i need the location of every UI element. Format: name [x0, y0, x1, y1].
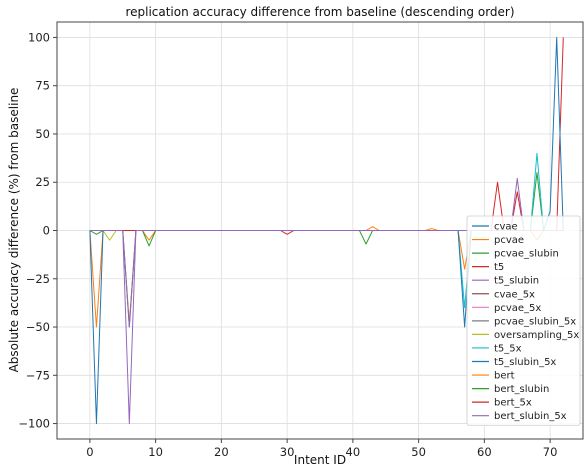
legend-entry-label: t5_slubin [494, 276, 539, 287]
legend-entry-label: t5_slubin_5x [494, 357, 556, 368]
y-tick-label: 100 [28, 30, 50, 44]
y-tick-label: 50 [35, 127, 50, 141]
legend-entry-label: t5 [494, 262, 504, 273]
legend-entry-label: pcvae [494, 235, 524, 246]
y-tick-label: −100 [18, 417, 50, 431]
x-tick-label: 60 [477, 445, 492, 459]
x-tick-label: 70 [543, 445, 558, 459]
y-tick-label: −25 [26, 272, 50, 286]
legend-entry-label: bert [494, 371, 515, 382]
y-tick-label: 0 [43, 224, 50, 238]
y-tick-label: −75 [26, 368, 50, 382]
legend-entry-label: t5_5x [494, 343, 522, 354]
y-tick-label: 25 [35, 175, 50, 189]
y-axis-label: Absolute accuracy difference (%) from ba… [7, 88, 21, 373]
legend-entry-label: bert_slubin [494, 384, 549, 395]
legend-entry-label: pcvae_slubin_5x [494, 316, 576, 327]
y-tick-label: 75 [35, 79, 50, 93]
x-tick-label: 50 [411, 445, 426, 459]
y-tick-label: −50 [26, 320, 50, 334]
legend-box [466, 215, 581, 426]
x-tick-label: 20 [214, 445, 229, 459]
x-tick-label: 40 [346, 445, 361, 459]
x-tick-label: 30 [280, 445, 295, 459]
legend-entry-label: bert_5x [494, 398, 532, 409]
legend-entry-label: cvae_5x [494, 289, 535, 300]
x-tick-label: 10 [148, 445, 163, 459]
legend-entry-label: pcvae_5x [494, 303, 541, 314]
x-tick-label: 0 [86, 445, 93, 459]
y-axis-ticks: −100 −75 −50 −25 0 25 50 75 100 [18, 30, 57, 431]
legend-entry-label: bert_slubin_5x [494, 411, 567, 422]
legend-entry-label: pcvae_slubin [494, 249, 559, 260]
legend-entry-label: oversampling_5x [494, 330, 579, 341]
legend-entry-label: cvae [494, 222, 518, 233]
legend: cvae pcvae pcvae_slubin t5 t5_slubin cvae_5xp… [466, 215, 581, 426]
x-axis-label: Intent ID [294, 453, 346, 467]
chart-title: replication accuracy difference from bas… [125, 5, 514, 19]
x-axis-ticks: 0 10 20 30 40 50 60 70 [86, 439, 557, 459]
